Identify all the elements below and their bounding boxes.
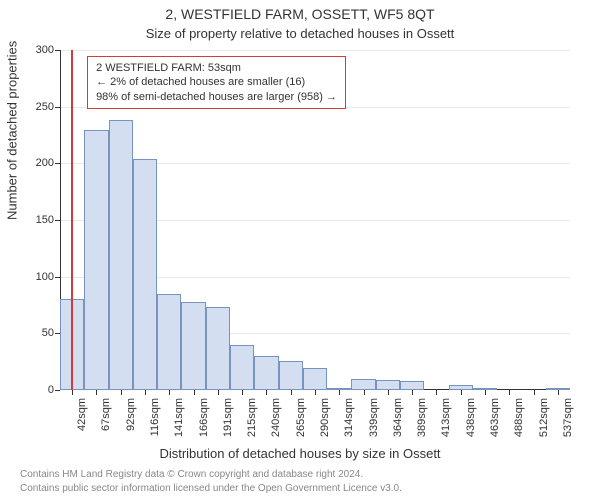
x-tick-label: 339sqm [368, 398, 380, 444]
x-tick-label: 42sqm [76, 398, 88, 444]
x-tick-mark [266, 390, 267, 395]
histogram-bar [84, 130, 108, 390]
x-tick-label: 191sqm [222, 398, 234, 444]
x-tick-label: 215sqm [246, 398, 258, 444]
histogram-bar [109, 120, 133, 390]
histogram-bar [351, 379, 375, 390]
histogram-bar [473, 388, 497, 390]
y-tick-label: 100 [18, 271, 54, 283]
y-tick-label: 150 [18, 214, 54, 226]
histogram-bar [279, 361, 303, 390]
x-tick-mark [436, 390, 437, 395]
histogram-bar [133, 159, 157, 390]
x-tick-mark [461, 390, 462, 395]
x-tick-mark [145, 390, 146, 395]
x-tick-mark [194, 390, 195, 395]
histogram-bar [181, 302, 205, 390]
y-axis-label: Number of detached properties [5, 41, 20, 220]
chart-plot-area: 2 WESTFIELD FARM: 53sqm ← 2% of detached… [60, 50, 570, 390]
histogram-bar [206, 307, 230, 390]
y-tick-label: 300 [18, 44, 54, 56]
x-tick-label: 389sqm [416, 398, 428, 444]
x-tick-label: 463sqm [489, 398, 501, 444]
x-tick-label: 512sqm [538, 398, 550, 444]
x-tick-mark [96, 390, 97, 395]
histogram-bar [157, 294, 181, 390]
y-tick-label: 50 [18, 327, 54, 339]
histogram-bar [254, 356, 278, 390]
annotation-line-1: 2 WESTFIELD FARM: 53sqm [96, 61, 337, 75]
x-tick-label: 166sqm [198, 398, 210, 444]
page-title: 2, WESTFIELD FARM, OSSETT, WF5 8QT [0, 6, 600, 22]
y-tick-mark [55, 390, 60, 391]
x-tick-label: 116sqm [149, 398, 161, 444]
y-tick-label: 200 [18, 157, 54, 169]
annotation-marker-line [71, 50, 73, 390]
x-tick-label: 537sqm [562, 398, 574, 444]
annotation-line-3: 98% of semi-detached houses are larger (… [96, 90, 337, 104]
x-tick-label: 314sqm [343, 398, 355, 444]
x-tick-mark [509, 390, 510, 395]
x-tick-mark [72, 390, 73, 395]
page-subtitle: Size of property relative to detached ho… [0, 26, 600, 41]
x-tick-label: 67sqm [100, 398, 112, 444]
x-tick-label: 141sqm [173, 398, 185, 444]
histogram-bar [376, 380, 400, 390]
y-tick-label: 0 [18, 384, 54, 396]
x-tick-label: 413sqm [440, 398, 452, 444]
x-tick-label: 438sqm [465, 398, 477, 444]
histogram-bar [400, 381, 424, 390]
x-tick-label: 488sqm [513, 398, 525, 444]
x-tick-label: 290sqm [319, 398, 331, 444]
histogram-bar [230, 345, 254, 390]
x-tick-mark [218, 390, 219, 395]
x-tick-mark [169, 390, 170, 395]
y-tick-label: 250 [18, 101, 54, 113]
histogram-bar [327, 388, 351, 390]
x-tick-label: 265sqm [295, 398, 307, 444]
x-tick-mark [364, 390, 365, 395]
x-tick-label: 240sqm [270, 398, 282, 444]
x-tick-mark [121, 390, 122, 395]
x-tick-mark [534, 390, 535, 395]
histogram-bar [449, 385, 473, 390]
x-axis-label: Distribution of detached houses by size … [0, 446, 600, 461]
x-tick-mark [388, 390, 389, 395]
x-tick-mark [485, 390, 486, 395]
x-tick-mark [315, 390, 316, 395]
x-tick-mark [291, 390, 292, 395]
x-tick-mark [558, 390, 559, 395]
x-tick-label: 92sqm [125, 398, 137, 444]
annotation-line-2: ← 2% of detached houses are smaller (16) [96, 75, 337, 89]
x-tick-label: 364sqm [392, 398, 404, 444]
footer-copyright: Contains HM Land Registry data © Crown c… [20, 469, 363, 480]
x-tick-mark [339, 390, 340, 395]
histogram-bar [303, 368, 327, 390]
x-tick-mark [242, 390, 243, 395]
footer-licence: Contains public sector information licen… [20, 483, 402, 494]
x-tick-mark [412, 390, 413, 395]
histogram-bar [546, 388, 570, 390]
annotation-callout-box: 2 WESTFIELD FARM: 53sqm ← 2% of detached… [87, 56, 346, 109]
